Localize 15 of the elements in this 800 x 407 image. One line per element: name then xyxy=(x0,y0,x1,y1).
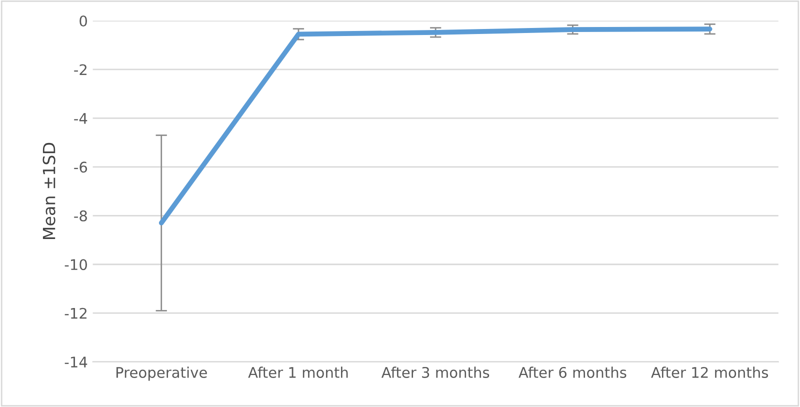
y-tick-label: -14 xyxy=(64,356,88,368)
x-tick-label: After 1 month xyxy=(248,366,348,378)
y-axis-title: Mean ±1SD xyxy=(42,142,56,239)
x-tick-label: Preoperative xyxy=(116,366,207,381)
x-tick-label: After 6 months xyxy=(518,366,626,378)
y-tick-label: -6 xyxy=(74,162,88,173)
y-tick-label: -10 xyxy=(64,259,87,270)
line-series xyxy=(158,26,712,226)
x-tick-label: After 12 months xyxy=(651,366,768,378)
y-tick-label: -4 xyxy=(74,113,88,124)
y-tick-label: 0 xyxy=(80,15,87,27)
y-tick-label: -8 xyxy=(74,210,87,222)
y-tick-label: -2 xyxy=(74,64,86,76)
y-tick-label: -12 xyxy=(64,308,86,319)
x-tick-label: After 3 months xyxy=(381,366,490,378)
